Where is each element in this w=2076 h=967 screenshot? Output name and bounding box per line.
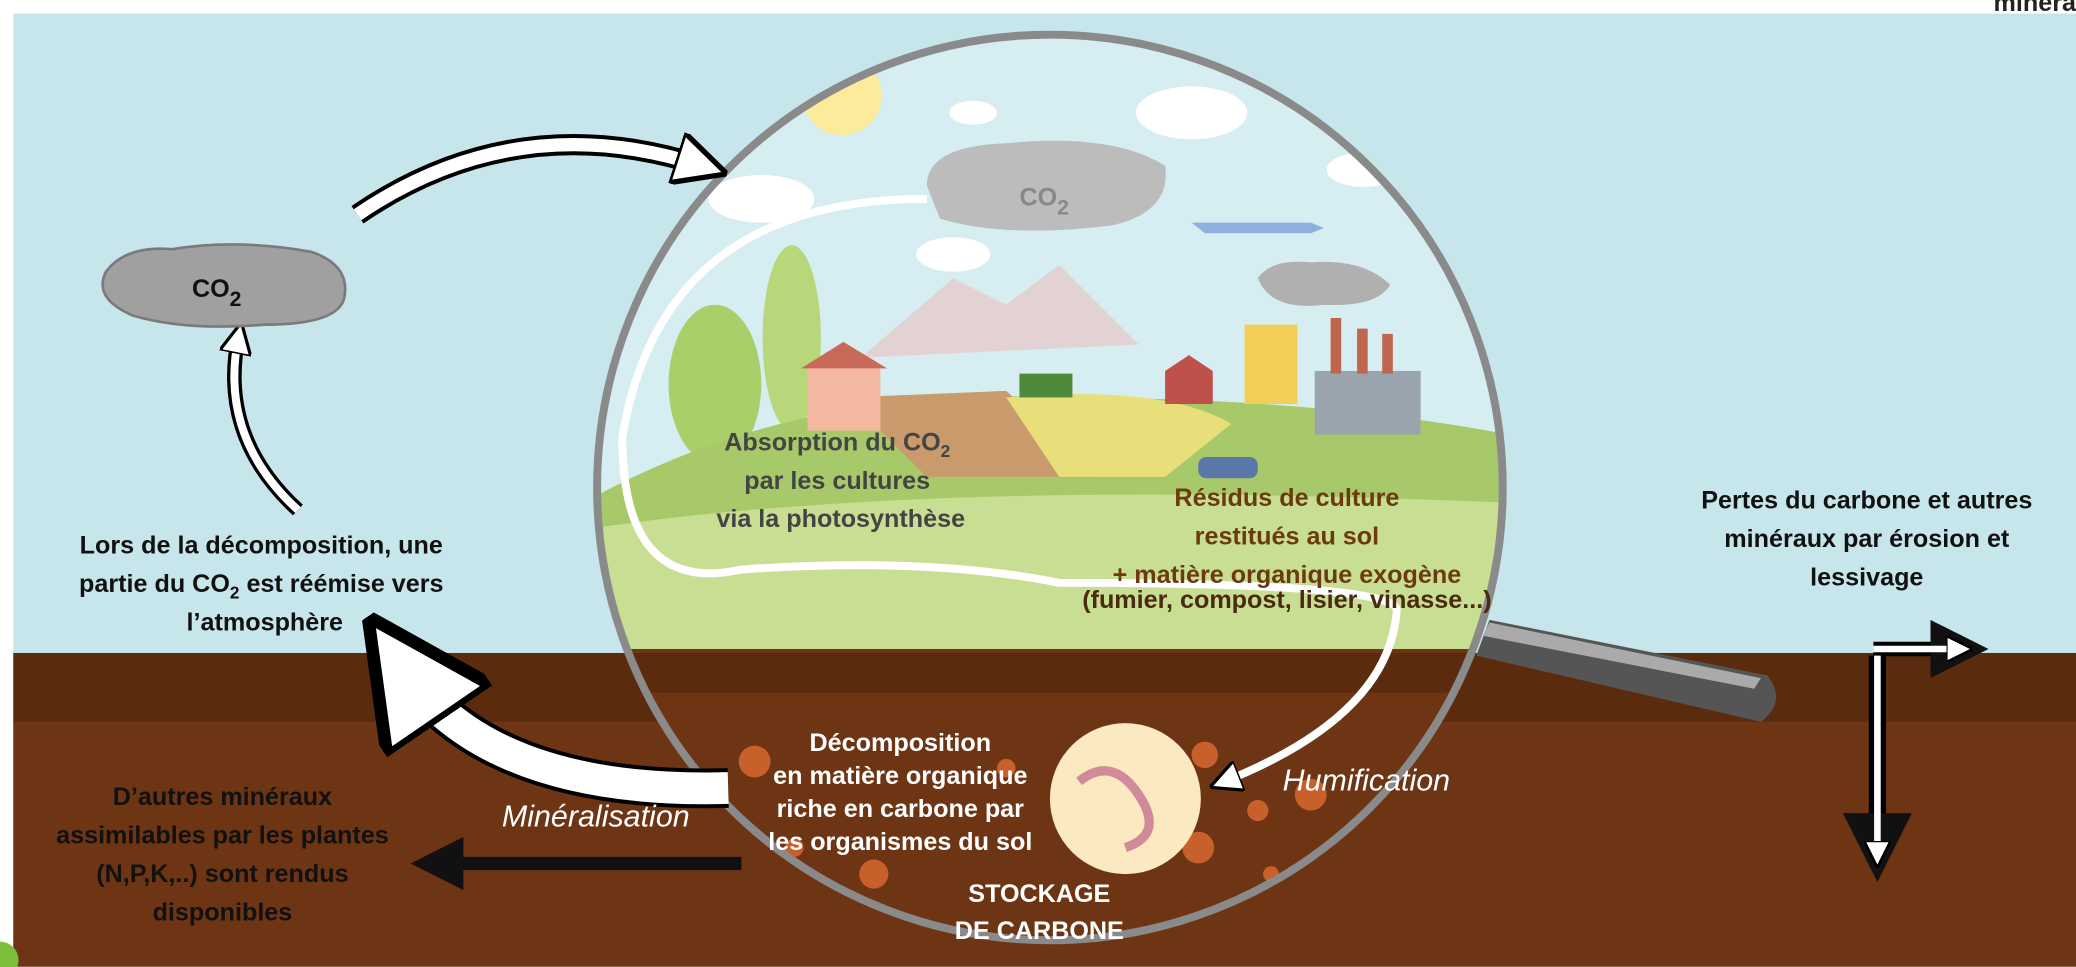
- line: STOCKAGE: [968, 880, 1110, 908]
- line: assimilables par les plantes: [56, 822, 389, 850]
- line: disponibles: [153, 898, 293, 926]
- landscape-part: [1247, 800, 1268, 821]
- text: est réémise vers: [239, 570, 443, 598]
- line: Pertes du carbone et autres: [1701, 487, 2032, 515]
- landscape-part: [1245, 325, 1298, 404]
- landscape-part: [1331, 318, 1342, 374]
- line: par les cultures: [744, 467, 930, 495]
- residues-note: (fumier, compost, lisier, vinasse...): [1082, 586, 1491, 614]
- diagram: minéra CO2 CO2 Lors de la décomposition,…: [0, 0, 2076, 967]
- line: riche en carbone par: [777, 795, 1025, 823]
- landscape-part: [1198, 457, 1258, 478]
- landscape-part: [1315, 371, 1421, 435]
- line: DE CARBONE: [955, 917, 1124, 945]
- line: lessivage: [1810, 563, 1923, 591]
- mineralisation-label: Minéralisation: [502, 799, 690, 833]
- absorption-text: Absorption du CO2 par les cultures via l…: [716, 428, 965, 533]
- landscape-part: [1019, 374, 1072, 398]
- text: Absorption du CO: [724, 428, 940, 456]
- left-co2-cloud: CO2: [103, 244, 346, 326]
- line: via la photosynthèse: [716, 505, 965, 533]
- corner-text: minéra: [1994, 0, 2076, 17]
- subscript: 2: [1057, 197, 1069, 220]
- landscape-part: [949, 101, 997, 125]
- subscript: 2: [941, 441, 951, 461]
- line: partie du CO2 est réémise vers: [79, 570, 444, 603]
- landscape-part: [1382, 334, 1393, 374]
- line: D’autres minéraux: [113, 783, 332, 811]
- landscape-part: [739, 746, 771, 778]
- landscape-part: [1192, 223, 1324, 234]
- line: (N,P,K,..) sont rendus: [96, 860, 348, 888]
- landscape-part: [1136, 86, 1247, 139]
- line: Absorption du CO2: [724, 428, 950, 461]
- line: l’atmosphère: [187, 608, 343, 636]
- landscape-part: [1050, 723, 1201, 874]
- text: partie du CO: [79, 570, 230, 598]
- humification-label: Humification: [1283, 764, 1450, 798]
- text: CO: [192, 275, 230, 303]
- line: en matière organique: [773, 762, 1027, 790]
- landscape-part: [1357, 329, 1368, 374]
- subscript: 2: [230, 288, 242, 311]
- landscape-part: [808, 364, 881, 430]
- line: Résidus de culture: [1174, 484, 1399, 512]
- line: Décomposition: [810, 729, 992, 757]
- line: les organismes du sol: [768, 828, 1032, 856]
- subscript: 2: [230, 583, 240, 603]
- line: Lors de la décomposition, une: [80, 532, 443, 560]
- landscape-part: [916, 237, 990, 271]
- line: + matière organique exogène: [1113, 561, 1462, 589]
- text: CO: [1019, 183, 1057, 211]
- line: restitués au sol: [1195, 522, 1379, 550]
- line: minéraux par érosion et: [1724, 525, 2010, 553]
- landscape-part: [859, 860, 888, 889]
- landscape-part: [1192, 742, 1218, 768]
